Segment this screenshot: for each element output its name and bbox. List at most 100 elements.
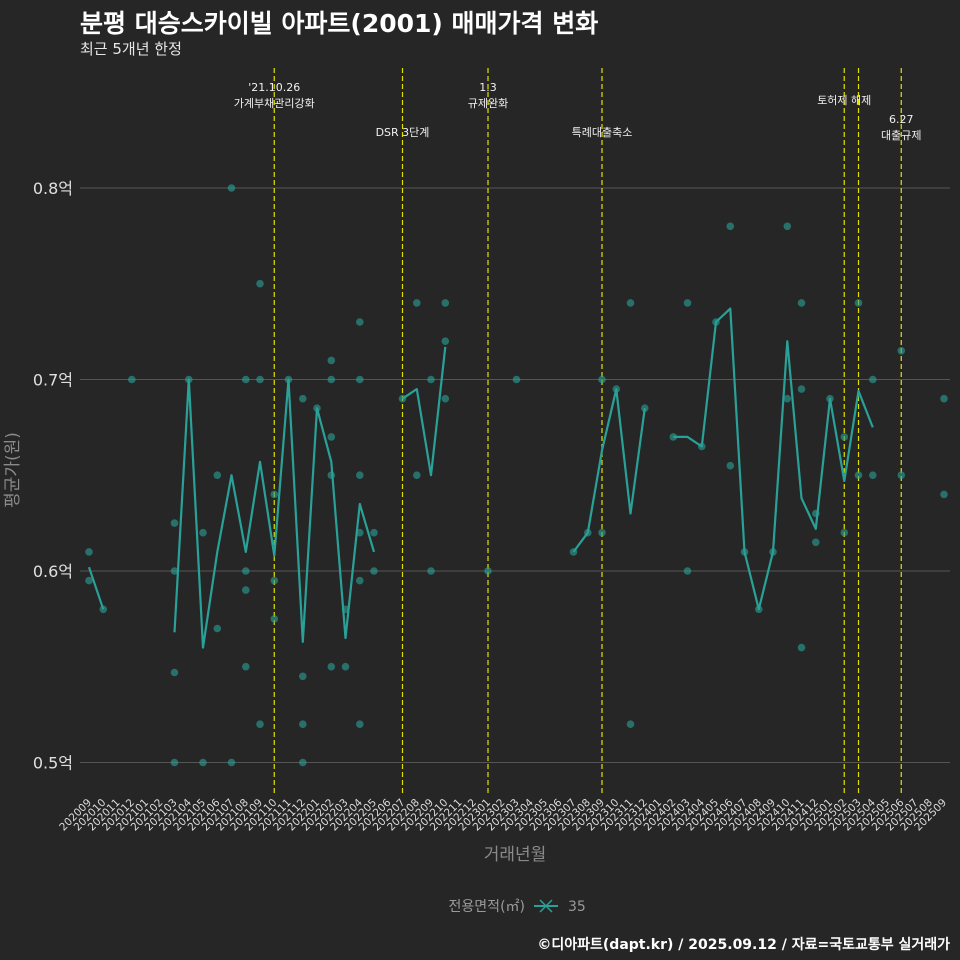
data-point <box>854 299 863 307</box>
data-point <box>512 375 521 384</box>
data-point <box>812 509 820 518</box>
data-point <box>170 519 179 527</box>
data-point <box>327 471 336 480</box>
data-point <box>370 528 378 537</box>
y-tick-label: 0.7억 <box>33 371 73 390</box>
data-point <box>299 758 307 767</box>
data-point <box>769 548 777 556</box>
data-point <box>869 471 877 480</box>
data-point <box>341 605 350 614</box>
data-point <box>826 394 834 403</box>
y-tick-label: 0.5억 <box>33 754 73 773</box>
data-point <box>256 279 264 288</box>
data-point <box>626 720 635 728</box>
data-point <box>270 490 279 499</box>
data-point <box>683 299 692 307</box>
data-point <box>683 567 692 575</box>
data-point <box>356 528 364 537</box>
data-point <box>270 576 279 585</box>
data-point <box>327 375 336 384</box>
series-line-segment <box>673 307 874 611</box>
data-point <box>612 385 621 393</box>
legend-label: 35 <box>568 899 586 915</box>
data-point <box>797 299 806 307</box>
data-point <box>327 433 336 441</box>
data-point <box>712 318 720 326</box>
data-point <box>356 375 364 384</box>
event-label: 규제완화 <box>468 97 508 110</box>
event-label: 토허제 해제 <box>817 93 871 107</box>
series-line-segment <box>401 346 447 477</box>
data-point <box>626 299 635 307</box>
data-point <box>242 586 250 594</box>
event-label: 가계부채관리강화 <box>234 97 315 110</box>
data-point <box>698 442 706 451</box>
legend-x-key-b <box>539 899 553 913</box>
data-point <box>940 394 948 403</box>
data-point <box>897 347 906 355</box>
data-point <box>726 461 735 470</box>
data-point <box>213 624 222 633</box>
data-point <box>740 548 749 556</box>
series-line-segment <box>87 566 105 610</box>
data-point <box>227 184 236 192</box>
data-point <box>356 576 364 585</box>
data-point <box>783 394 792 403</box>
data-point <box>341 662 350 671</box>
data-point <box>641 404 649 413</box>
data-point <box>170 567 179 575</box>
data-point <box>299 720 307 728</box>
event-label: DSR 3단계 <box>376 126 430 139</box>
series-line-segment <box>572 388 646 553</box>
data-point <box>569 548 578 556</box>
page-subtitle: 최근 5개년 한정 <box>80 40 182 58</box>
data-point <box>484 567 492 575</box>
data-point <box>313 404 321 413</box>
data-point <box>270 615 279 623</box>
data-point <box>256 375 264 384</box>
event-label: 1.3 <box>479 81 497 94</box>
data-point <box>940 490 948 499</box>
grid-layer: 0.5억 0.6억 0.7억 0.8억 <box>33 179 950 773</box>
data-point <box>897 471 906 480</box>
data-point <box>840 433 849 441</box>
data-point <box>726 222 735 231</box>
data-point <box>256 720 264 728</box>
data-point <box>170 758 179 767</box>
event-label: 특례대출축소 <box>572 126 633 139</box>
data-point <box>356 471 364 480</box>
data-point <box>327 662 336 671</box>
point-layer <box>85 184 948 767</box>
data-point <box>669 433 678 441</box>
data-point <box>840 528 849 537</box>
data-point <box>441 337 450 346</box>
data-point <box>185 375 193 384</box>
event-label: '21.10.26 <box>248 81 300 94</box>
data-point <box>170 668 179 677</box>
data-point <box>356 720 364 728</box>
data-point <box>598 528 606 537</box>
axis-layer: 2020092020102020112020122021012021022021… <box>57 796 949 833</box>
data-point <box>797 385 806 393</box>
data-point <box>199 528 207 537</box>
data-point <box>85 576 93 585</box>
data-point <box>755 605 763 614</box>
data-point <box>299 394 307 403</box>
data-point <box>584 528 592 537</box>
data-point <box>413 299 421 307</box>
data-point <box>227 758 236 767</box>
legend-title: 전용면적(㎡) <box>449 899 525 915</box>
data-point <box>327 356 336 365</box>
data-point <box>413 471 421 480</box>
event-label: 6.27 <box>889 113 914 126</box>
data-point <box>427 567 435 575</box>
data-point <box>441 299 450 307</box>
source-caption: ©디아파트(dapt.kr) / 2025.09.12 / 자료=국토교통부 실… <box>537 937 950 953</box>
data-point <box>797 643 806 652</box>
data-point <box>783 222 792 231</box>
data-point <box>356 318 364 326</box>
data-point <box>854 471 863 480</box>
data-point <box>99 605 108 614</box>
data-point <box>427 375 435 384</box>
